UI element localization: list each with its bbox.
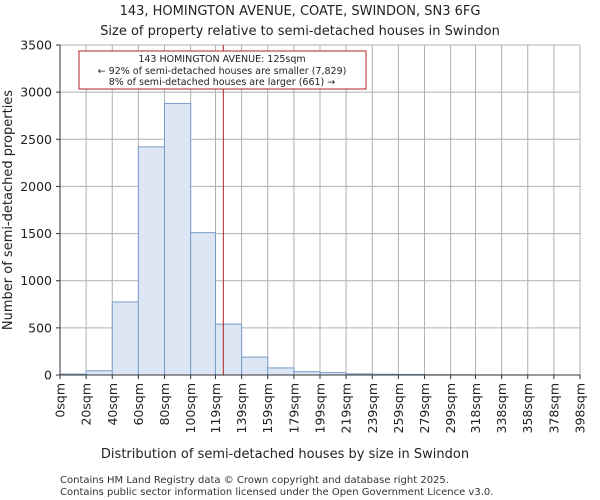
y-tick-labels: 0 500 1000 1500 2000 2500 3000 3500: [20, 38, 60, 383]
bar: [190, 232, 216, 376]
footer-line-2: Contains public sector information licen…: [60, 487, 493, 498]
x-tick-label: 239sqm: [365, 383, 380, 433]
x-tick-label: 338sqm: [494, 383, 509, 433]
x-tick-label: 0sqm: [53, 383, 68, 418]
annotation-line-3: 8% of semi-detached houses are larger (6…: [109, 77, 336, 88]
bar: [137, 146, 166, 376]
x-tick-label: 40sqm: [105, 383, 120, 426]
bar: [85, 370, 113, 376]
x-tick-label: 80sqm: [157, 383, 172, 426]
x-tick-label: 20sqm: [79, 383, 94, 426]
x-tick-label: 199sqm: [313, 383, 328, 433]
x-tick-label: 100sqm: [183, 383, 198, 433]
x-tick-label: 159sqm: [260, 383, 275, 433]
chart-title: 143, HOMINGTON AVENUE, COATE, SWINDON, S…: [120, 4, 481, 19]
annotation-line-1: 143 HOMINGTON AVENUE: 125sqm: [138, 54, 305, 65]
x-tick-label: 219sqm: [339, 383, 354, 433]
x-tick-label: 259sqm: [391, 383, 406, 433]
x-tick-label: 139sqm: [234, 383, 249, 433]
x-tick-label: 299sqm: [443, 383, 458, 433]
x-tick-label: 318sqm: [468, 383, 483, 433]
annotation-rect: [78, 50, 367, 90]
y-tick-label: 0: [44, 368, 52, 383]
annotation-line-2: ← 92% of semi-detached houses are smalle…: [98, 66, 347, 77]
bar: [214, 323, 243, 376]
y-tick-label: 3500: [20, 38, 52, 53]
y-tick-label: 2500: [20, 132, 52, 147]
y-tick-label: 1500: [20, 226, 52, 241]
bar: [164, 102, 192, 376]
x-tick-label: 358sqm: [520, 383, 535, 433]
bar: [267, 367, 295, 376]
footer-line-1: Contains HM Land Registry data © Crown c…: [60, 475, 449, 486]
y-tick-label: 500: [28, 320, 52, 335]
x-tick-label: 60sqm: [131, 383, 146, 426]
annotation-box: 143 HOMINGTON AVENUE: 125sqm ← 92% of se…: [78, 50, 367, 90]
y-axis-label: Number of semi-detached properties: [1, 90, 16, 330]
bar: [241, 356, 269, 376]
y-tick-label: 1000: [20, 273, 52, 288]
x-tick-label: 398sqm: [573, 383, 588, 433]
chart-subtitle: Size of property relative to semi-detach…: [100, 24, 500, 39]
bars: [59, 102, 529, 376]
x-axis-label: Distribution of semi-detached houses by …: [101, 447, 469, 462]
y-tick-label: 2000: [20, 179, 52, 194]
x-tick-label: 179sqm: [286, 383, 301, 433]
x-tick-label: 119sqm: [208, 383, 223, 433]
bar: [111, 301, 139, 376]
x-tick-label: 279sqm: [417, 383, 432, 433]
x-tick-labels: 0sqm 20sqm 40sqm 60sqm 80sqm 100sqm 119sqm 139s…: [53, 375, 588, 433]
y-tick-label: 3000: [20, 85, 52, 100]
x-tick-label: 378sqm: [546, 383, 561, 433]
